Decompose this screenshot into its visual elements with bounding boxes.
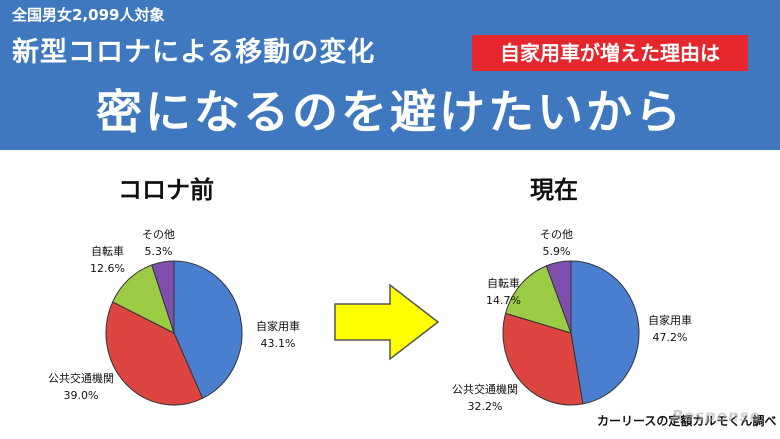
after-slice-other	[545, 260, 572, 334]
source-credit: カーリースの定額カルモくん調べ	[597, 414, 777, 428]
before-slice-other	[151, 260, 175, 334]
before-slice-transit	[105, 301, 204, 406]
before-slice-car	[173, 260, 243, 400]
header-banner: 全国男女2,099人対象 新型コロナによる移動の変化 自家用車が増えた理由は 密…	[0, 0, 780, 150]
survey-note: 全国男女2,099人対象	[12, 6, 165, 24]
chart-after-title: 現在	[530, 176, 578, 204]
label-after-transit: 公共交通機関 32.2%	[452, 383, 518, 413]
headline: 新型コロナによる移動の変化	[12, 37, 376, 68]
label-after-car: 自家用車 47.2%	[648, 314, 692, 344]
watermark-logo: Response	[672, 407, 761, 425]
pie-chart-after	[502, 260, 640, 406]
after-slice-transit	[502, 312, 584, 406]
label-before-other: その他 5.3%	[142, 228, 175, 258]
main-message: 密になるのを避けたいから	[96, 85, 684, 139]
label-after-bicycle: 自転車 14.7%	[486, 277, 521, 307]
label-before-car: 自家用車 43.1%	[256, 320, 300, 350]
before-slice-bicycle	[111, 264, 175, 334]
pie-chart-before	[105, 260, 243, 406]
label-before-bicycle: 自転車 12.6%	[90, 245, 125, 275]
reason-badge: 自家用車が増えた理由は	[472, 35, 748, 71]
label-after-other: その他 5.9%	[540, 228, 573, 258]
after-slice-bicycle	[504, 265, 572, 334]
chart-before-title: コロナ前	[118, 176, 214, 204]
after-slice-car	[570, 260, 640, 405]
label-before-transit: 公共交通機関 39.0%	[48, 372, 114, 402]
right-arrow-icon	[334, 283, 440, 361]
